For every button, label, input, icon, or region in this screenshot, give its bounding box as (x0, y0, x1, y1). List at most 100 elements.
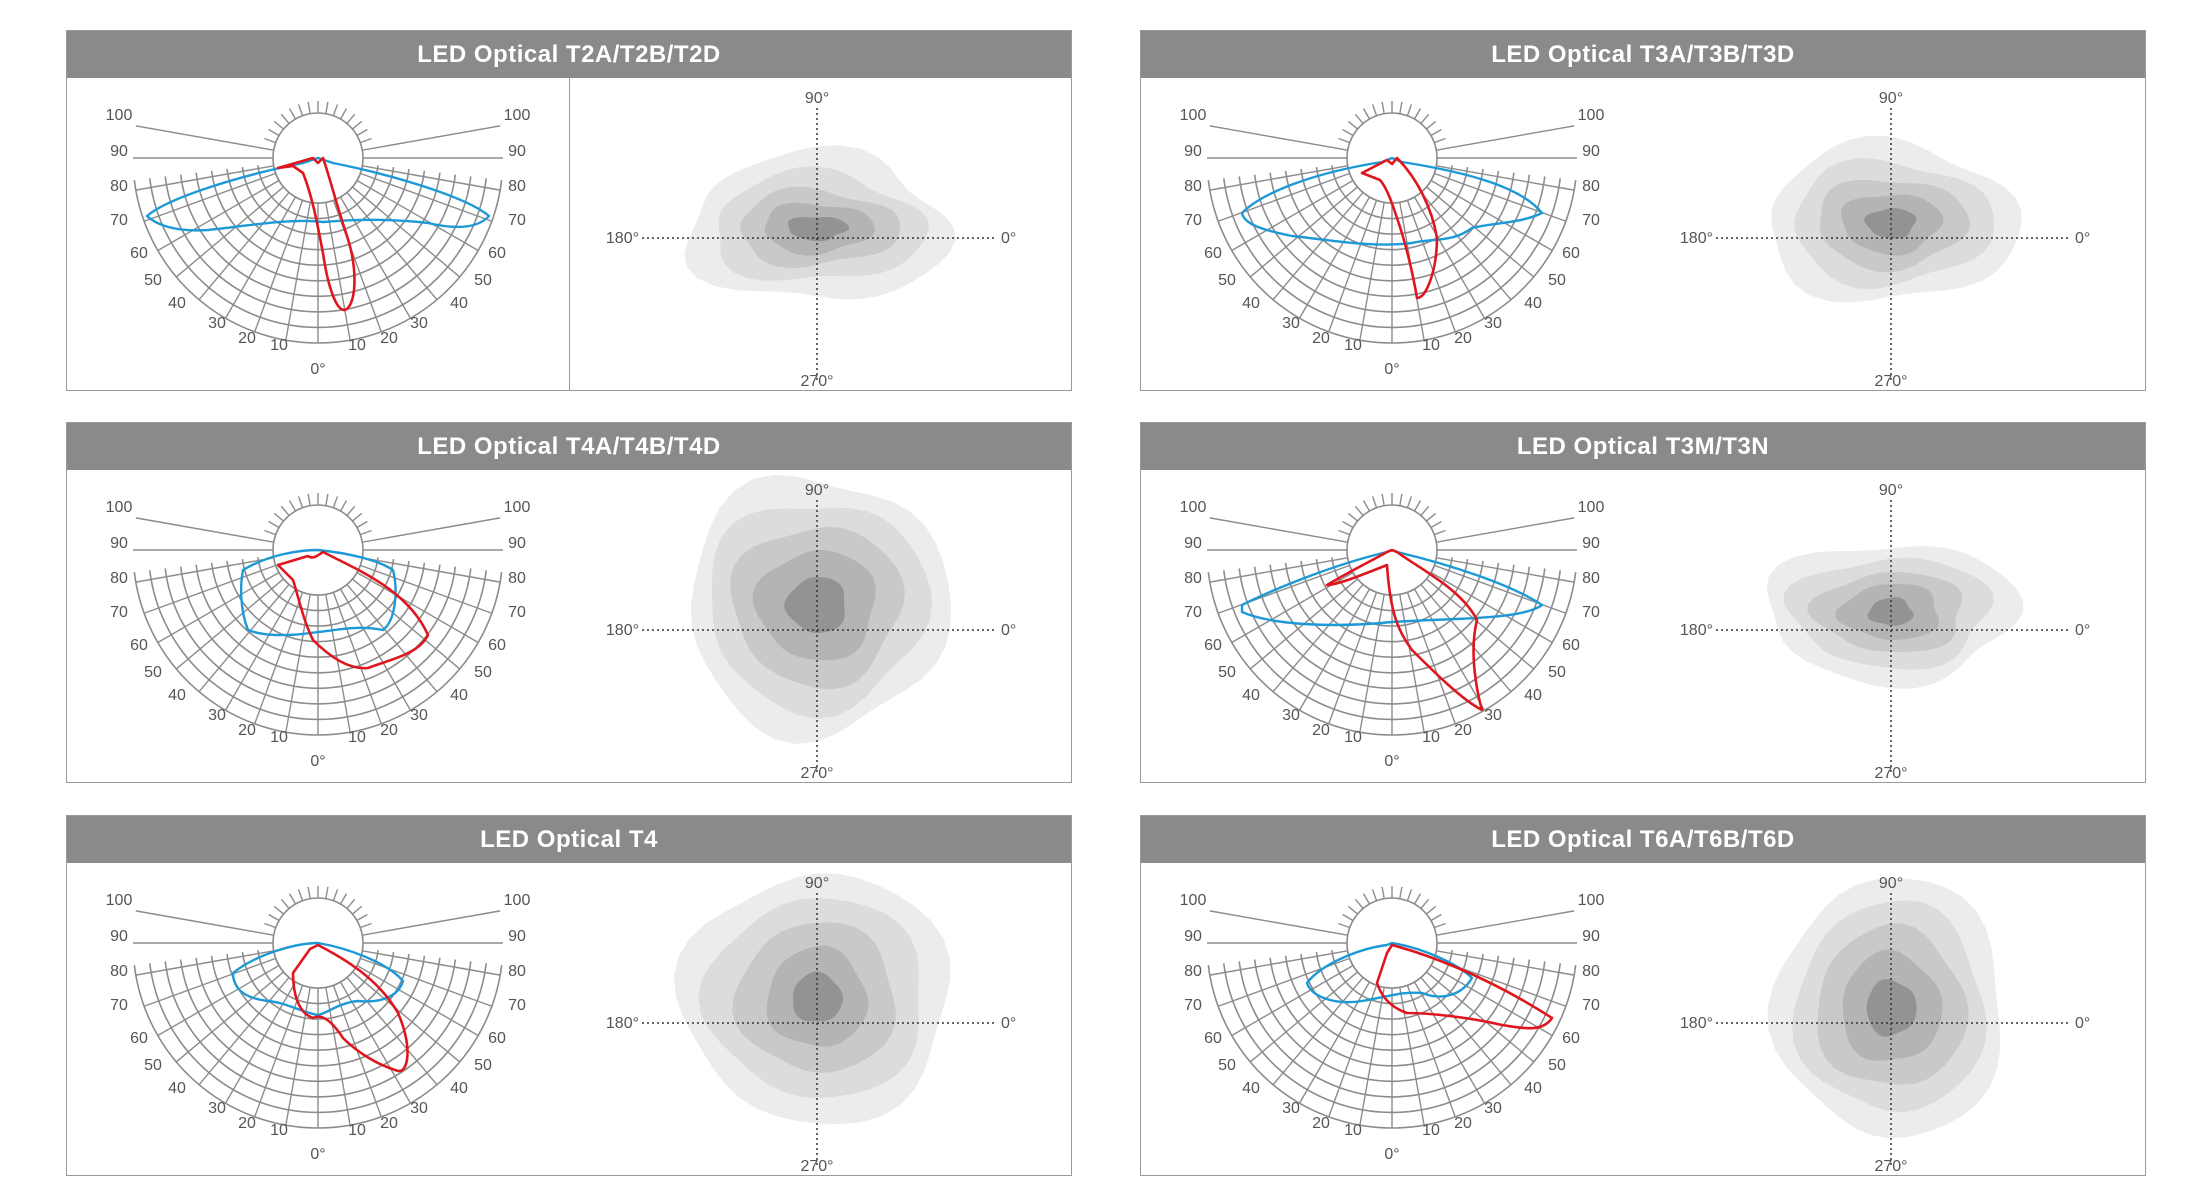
polar-spoke (346, 192, 438, 301)
polar-scale-label: 100 (1578, 892, 1605, 909)
polar-spoke (1359, 987, 1385, 1126)
red-distribution-curve (276, 550, 430, 670)
polar-scale-label: 40 (168, 295, 186, 312)
polar-spoke (157, 964, 280, 1037)
axis-label-0: 0° (1001, 622, 1016, 639)
axis-label-90: 90° (1879, 482, 1903, 499)
polar-spoke (325, 594, 351, 733)
polar-grid (1207, 493, 1577, 736)
polar-spoke (362, 557, 501, 583)
polar-scale-label: 70 (1184, 997, 1202, 1014)
polar-scale-label: 40 (168, 1080, 186, 1097)
polar-grid (133, 101, 503, 344)
polar-tick (1430, 913, 1442, 922)
polar-spoke (224, 196, 297, 319)
polar-tick (339, 500, 348, 512)
polar-spoke (135, 557, 274, 583)
polar-scale-label: 80 (1184, 963, 1202, 980)
polar-spoke (362, 910, 501, 936)
polar-spoke (254, 592, 304, 725)
polar-tick (352, 120, 363, 130)
polar-scale-label: 70 (110, 997, 128, 1014)
axis-label-180: 180° (606, 230, 639, 247)
polar-tick (1406, 104, 1413, 116)
polar-tick (356, 128, 368, 137)
polar-spoke (198, 977, 290, 1086)
polar-scale-label: 30 (410, 707, 428, 724)
polar-tick (1347, 905, 1358, 915)
polar-tick (1347, 512, 1358, 522)
polar-scale-label: 90 (1184, 143, 1202, 160)
polar-scale-label: 80 (110, 570, 128, 587)
axis-label-270: 270° (800, 765, 833, 782)
polar-spoke (325, 987, 351, 1126)
polar-spoke (362, 165, 501, 191)
polar-scale-label: 30 (208, 707, 226, 724)
polar-spoke (175, 578, 284, 670)
polar-scale-label: 10 (348, 337, 366, 354)
polar-scale-label: 70 (508, 212, 526, 229)
polar-scale-label: 60 (488, 245, 506, 262)
blue-distribution-curve (231, 941, 405, 1017)
axis-label-270: 270° (800, 1158, 833, 1175)
polar-scale-label: 40 (168, 687, 186, 704)
polar-tick (1406, 889, 1413, 901)
polar-scale-label: 10 (270, 1122, 288, 1139)
polar-tick (1420, 505, 1430, 516)
polar-scale-label: 70 (508, 604, 526, 621)
polar-tick (356, 520, 368, 529)
polar-scale-label: 40 (1242, 1080, 1260, 1097)
polar-scale-label: 50 (144, 1057, 162, 1074)
polar-spoke (1298, 588, 1371, 711)
polar-scale-label: 10 (1344, 337, 1362, 354)
polar-scale-label: 50 (474, 664, 492, 681)
polar-tick (273, 905, 284, 915)
polar-scale-label: 50 (144, 272, 162, 289)
polar-tick (332, 889, 339, 901)
polar-spoke (1231, 964, 1354, 1037)
polar-tick (325, 493, 329, 506)
polar-tick (273, 512, 284, 522)
polar-scale-label: 30 (208, 1100, 226, 1117)
polar-spoke (143, 957, 276, 1007)
polar-scale-label: 20 (380, 722, 398, 739)
polar-spoke (285, 202, 311, 341)
isolux-diagram: 90° 270° 180° 0° (606, 90, 1016, 390)
polar-tick (297, 496, 304, 508)
blue-distribution-curve (1240, 156, 1544, 246)
polar-spoke (1399, 594, 1425, 733)
polar-scale-label: 20 (1454, 722, 1472, 739)
polar-tick (332, 496, 339, 508)
polar-grid (1207, 101, 1577, 344)
polar-spoke (1426, 971, 1535, 1063)
polar-tick (307, 101, 311, 114)
polar-tick (1354, 113, 1364, 124)
polar-scale-label: 100 (106, 107, 133, 124)
polar-tick (1362, 108, 1371, 120)
polar-tick (352, 905, 363, 915)
axis-label-180: 180° (1680, 1015, 1713, 1032)
panel-title: LED Optical T4 (67, 816, 1071, 863)
polar-tick (346, 898, 356, 909)
polar-tick (1342, 913, 1354, 922)
panel-title: LED Optical T3M/T3N (1141, 423, 2145, 470)
polar-scale-label: 10 (1422, 337, 1440, 354)
polar-scale-label: 100 (504, 107, 531, 124)
polar-scale-label: 30 (410, 1100, 428, 1117)
polar-scale-label: 70 (1582, 604, 1600, 621)
polar-spoke (1436, 557, 1575, 583)
polar-scale-label: 50 (1548, 272, 1566, 289)
polar-scale-label: 30 (1484, 707, 1502, 724)
polar-spoke (1298, 196, 1371, 319)
isolux-contour (1864, 208, 1917, 239)
axis-label-0: 0° (2075, 1015, 2090, 1032)
polar-spoke (1420, 584, 1512, 693)
isolux-diagram: 90° 270° 180° 0° (606, 873, 1016, 1175)
polar-spoke (175, 971, 284, 1063)
polar-scale-label: 40 (1242, 687, 1260, 704)
axis-label-90: 90° (1879, 875, 1903, 892)
polar-tick (1371, 104, 1378, 116)
isolux-contour (788, 217, 850, 242)
